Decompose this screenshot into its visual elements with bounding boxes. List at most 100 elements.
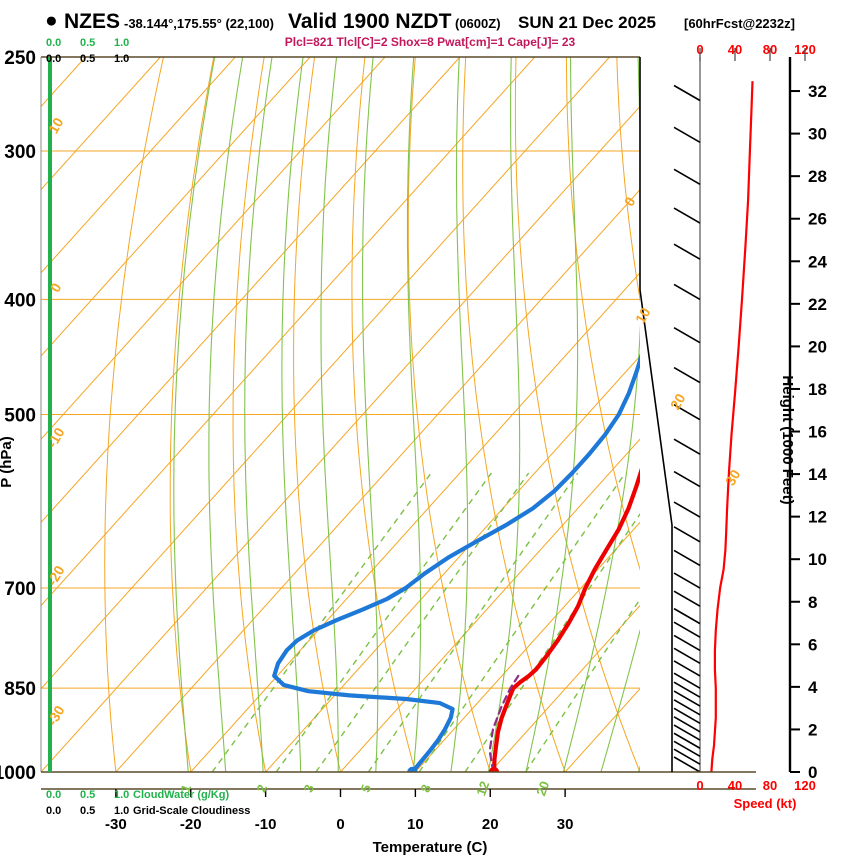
speed-tick-label-bottom: 0 [696, 778, 703, 793]
wind-barb [673, 526, 701, 543]
height-tick-label: 22 [808, 295, 827, 314]
pressure-tick-label: 1000 [0, 763, 36, 784]
pressure-tick-label: 500 [4, 406, 36, 427]
dry-adiabat-line [104, 57, 164, 772]
moist-adiabat-line [525, 57, 579, 772]
dry-adiabat-line [169, 57, 215, 772]
dry-adiabat-line [565, 57, 640, 571]
sounding-curves [272, 353, 640, 772]
mixing-ratio-label: 5 [357, 782, 374, 794]
height-tick-label: 14 [808, 465, 827, 484]
wind-barb [673, 672, 701, 689]
moist-adiabat-line [320, 57, 339, 772]
height-tick-label: 12 [808, 508, 827, 527]
mixing-ratio-label: 12 [473, 779, 492, 798]
dry-adiabat-line [293, 57, 341, 772]
mixing-ratio-label: 8 [417, 782, 434, 794]
wind-barb [673, 403, 701, 421]
height-tick-label: 6 [808, 635, 817, 654]
plot-frame [40, 56, 756, 790]
wind-barb [673, 549, 701, 567]
wind-barb [673, 326, 701, 344]
wind-barb [673, 501, 701, 518]
isotherm-label-right: 30 [722, 467, 744, 489]
temperature-tick-label: 0 [336, 816, 344, 833]
height-tick-label: 28 [808, 167, 827, 186]
wind-barb [673, 243, 701, 260]
wind-barb [673, 572, 701, 589]
moist-adiabat-line [450, 57, 469, 772]
axis-labels: 2503004005007008501000-30-20-10010203010… [0, 42, 827, 833]
height-tick-label: 2 [808, 720, 817, 739]
wind-barb [673, 707, 701, 725]
height-tick-label: 30 [808, 125, 827, 144]
wind-barb [673, 756, 701, 773]
isotherm-line [115, 188, 640, 772]
dry-adiabat-line [514, 57, 640, 772]
pressure-tick-label: 300 [4, 142, 36, 163]
temperature-surface-dot [488, 766, 500, 772]
temperature-tick-label: -20 [180, 816, 202, 833]
wind-barb [673, 690, 701, 707]
isotherm-label-right: 20 [667, 391, 689, 413]
mixing-ratio-label: 20 [533, 779, 552, 798]
cloudwater-top-tick-0: 0.0 [46, 37, 61, 49]
speed-profile-curve [710, 81, 754, 773]
moist-adiabat-line [173, 57, 216, 772]
wind-barb-column [673, 57, 701, 773]
dry-adiabat-line [232, 57, 267, 772]
wind-barb [673, 724, 701, 741]
isotherm-line [41, 57, 386, 440]
speed-axis-title: Speed (kt) [734, 796, 797, 811]
mixing-ratio-line [525, 598, 640, 772]
wind-barb [673, 660, 701, 677]
valid-time: Valid 1900 NZDT [288, 10, 452, 33]
isotherm-label-right: 10 [632, 305, 654, 327]
mixing-ratio-line [275, 472, 492, 772]
dry-adiabat-line [407, 57, 491, 772]
height-tick-label: 32 [808, 82, 827, 101]
forecast-tag: [60hrFcst@2232z] [684, 16, 795, 31]
dry-adiabat-line [616, 57, 640, 303]
temperature-tick-label: 10 [407, 816, 424, 833]
isotherm-line [41, 57, 311, 357]
cloudiness-scale-label: Grid-Scale Cloudiness [133, 805, 250, 817]
wind-barb [673, 740, 701, 757]
panel-right-edge [639, 57, 673, 772]
isotherm-line [415, 521, 640, 772]
pressure-axis-title: P (hPa) [0, 436, 15, 487]
skewt-grid [41, 57, 640, 772]
mixing-ratio-label: 2 [253, 782, 270, 794]
isotherm-line [41, 57, 461, 524]
cloud-scales: 0.0 0.5 1.0 0.0 0.5 1.0 0.0 0.5 1.0 Clou… [46, 37, 250, 817]
cloudwater-bottom-tick-1: 0.5 [80, 789, 95, 801]
wind-barb [673, 366, 701, 384]
dewpoint-curve [272, 353, 640, 772]
temperature-tick-label: -30 [105, 816, 127, 833]
cloudiness-bottom-tick-0: 0.0 [46, 805, 61, 817]
isotherm-line [41, 57, 536, 607]
wind-speed-profile [710, 81, 754, 773]
station-marker-icon: ● [45, 9, 58, 32]
cloudiness-top-tick-0: 0.0 [46, 53, 61, 65]
wind-barb [673, 607, 701, 625]
mixing-ratio-line [367, 472, 579, 772]
wind-barb [673, 634, 701, 652]
wind-barb [673, 126, 701, 144]
wind-barb [673, 283, 701, 301]
speed-tick-label-bottom: 120 [794, 778, 816, 793]
wind-barb [673, 647, 701, 665]
height-axis-title: Height (1000 Feet) [779, 375, 796, 504]
isotherm-line [340, 438, 640, 772]
pressure-tick-label: 700 [4, 579, 36, 600]
isotherm-label-left: 10 [45, 115, 67, 137]
mixing-ratio-label: 1 [177, 782, 194, 794]
dewpoint-surface-dot [407, 766, 418, 772]
isotherm-line [41, 57, 236, 274]
mixing-ratio-line [211, 472, 432, 772]
stability-indices: Plcl=821 Tlcl[C]=2 Shox=8 Pwat[cm]=1 Cap… [285, 35, 576, 49]
isotherm-line [190, 272, 640, 772]
speed-tick-label-bottom: 40 [728, 778, 742, 793]
moist-adiabat-line [281, 57, 304, 772]
